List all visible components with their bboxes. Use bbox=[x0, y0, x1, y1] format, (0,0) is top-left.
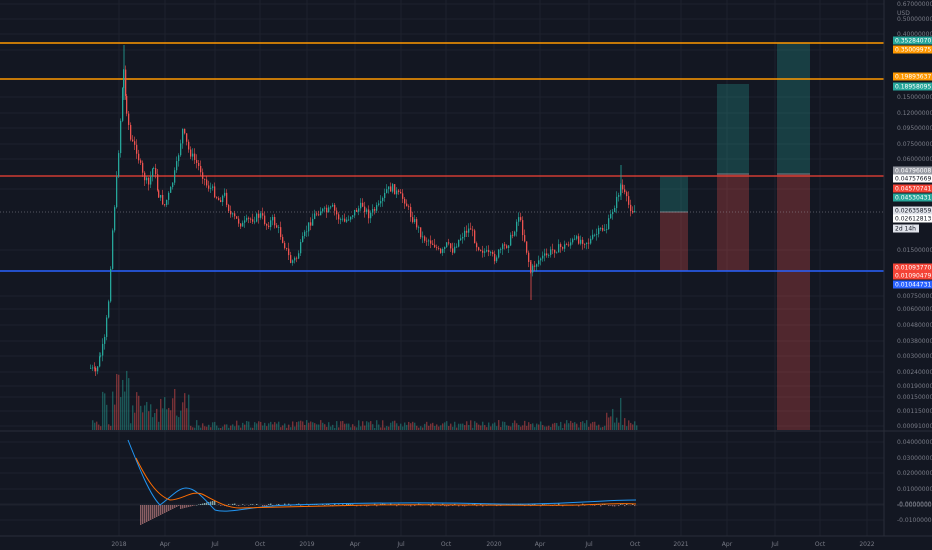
price-tick-label: 0.40000000 bbox=[897, 31, 932, 38]
time-tick-label: 2019 bbox=[299, 541, 314, 548]
price-tick-label: 0.01500000 bbox=[897, 247, 932, 254]
macd-tick-label: 0.01000000 bbox=[897, 486, 932, 493]
price-tick-label: 0.00750000 bbox=[897, 293, 932, 300]
position-boxes[interactable] bbox=[660, 43, 810, 430]
candlestick-series[interactable] bbox=[90, 45, 636, 376]
price-tick-label: 0.00480000 bbox=[897, 322, 932, 329]
price-label: 0.04530431 bbox=[895, 195, 931, 202]
price-tick-label: 0.06000000 bbox=[897, 156, 932, 163]
time-tick-label: Apr bbox=[722, 541, 733, 548]
price-tick-label: 0.07500000 bbox=[897, 141, 932, 148]
price-label: 0.35284070 bbox=[895, 38, 931, 45]
price-label: 0.04570741 bbox=[895, 186, 931, 193]
price-tick-label: 0.00600000 bbox=[897, 306, 932, 313]
time-tick-label: Apr bbox=[350, 541, 361, 548]
time-tick-label: Jul bbox=[210, 541, 219, 548]
price-labels: 0.35284070 0.35009975 0.19893637 0.18958095… bbox=[893, 36, 932, 289]
time-tick-label: Jul bbox=[584, 541, 593, 548]
macd-tick-label: 0.03000000 bbox=[897, 455, 932, 462]
price-label-bg bbox=[893, 193, 932, 202]
macd-indicator[interactable] bbox=[127, 439, 638, 525]
position-stop-zone[interactable] bbox=[717, 174, 749, 271]
price-label: 0.01093770 bbox=[895, 265, 931, 272]
price-label-bg bbox=[893, 271, 932, 280]
price-tick-label: 0.09500000 bbox=[897, 125, 932, 132]
time-tick-label: Oct bbox=[630, 541, 641, 548]
time-tick-label: Oct bbox=[815, 541, 826, 548]
price-label: 0.02635859 bbox=[895, 208, 931, 215]
price-label-bg bbox=[893, 214, 932, 223]
price-tick-label: 0.50000000 bbox=[897, 16, 932, 23]
time-axis[interactable]: 2018 Apr Jul Oct 2019 Apr Jul Oct 2020 Apr Jul Oct 2… bbox=[111, 541, 874, 548]
price-tick-label: 0.00150000 bbox=[897, 394, 932, 401]
macd-tick-label: 0.02000000 bbox=[897, 470, 932, 477]
macd-tick-label: -0.00000000 bbox=[897, 502, 932, 509]
time-tick-label: Jul bbox=[770, 541, 779, 548]
position-stop-zone[interactable] bbox=[660, 212, 688, 271]
volume-bars bbox=[92, 370, 638, 430]
price-tick-label: 0.00190000 bbox=[897, 383, 932, 390]
price-label: 0.02612813 bbox=[895, 216, 931, 223]
price-label: 0.04757669 bbox=[895, 176, 931, 183]
horizontal-levels[interactable] bbox=[0, 42, 884, 272]
price-tick-label: 0.00300000 bbox=[897, 353, 932, 360]
macd-axis[interactable]: 0.04000000 0.03000000 0.02000000 0.01000000… bbox=[897, 439, 932, 524]
price-label-bg bbox=[893, 206, 932, 215]
price-label-bg bbox=[893, 82, 932, 91]
price-label-bg bbox=[893, 174, 932, 183]
currency-label: USD bbox=[897, 10, 910, 17]
price-label-bg bbox=[893, 263, 932, 272]
time-tick-label: 2020 bbox=[486, 541, 501, 548]
price-tick-label: 0.00091000 bbox=[897, 423, 932, 430]
price-label: 0.18958095 bbox=[895, 84, 931, 91]
price-tick-label: 0.15000000 bbox=[897, 94, 932, 101]
price-label: 0.19893637 bbox=[895, 74, 931, 81]
time-tick-label: 2018 bbox=[111, 541, 126, 548]
price-label-bg bbox=[893, 166, 932, 175]
price-tick-label: 0.00115000 bbox=[897, 408, 932, 415]
time-tick-label: Jul bbox=[396, 541, 405, 548]
time-tick-label: Apr bbox=[535, 541, 546, 548]
price-tick-label: 0.00380000 bbox=[897, 338, 932, 345]
price-label-bg bbox=[893, 45, 932, 54]
price-label-bg bbox=[893, 184, 932, 193]
time-tick-label: Apr bbox=[160, 541, 171, 548]
price-label: 0.01090479 bbox=[895, 273, 931, 280]
position-stop-zone[interactable] bbox=[777, 174, 810, 430]
price-label: 0.35009975 bbox=[895, 47, 931, 54]
price-label-bg bbox=[893, 36, 932, 45]
position-target-zone[interactable] bbox=[660, 176, 688, 212]
price-tick-label: 0.12000000 bbox=[897, 110, 932, 117]
macd-tick-label: 0.04000000 bbox=[897, 439, 932, 446]
position-target-zone[interactable] bbox=[777, 43, 810, 174]
price-tick-label: 0.67000000 bbox=[897, 1, 932, 8]
time-tick-label: 2021 bbox=[673, 541, 688, 548]
time-tick-label: Oct bbox=[441, 541, 452, 548]
price-label-bg bbox=[893, 224, 919, 233]
macd-tick-label: -0.00000000 bbox=[897, 501, 932, 508]
time-tick-label: Oct bbox=[255, 541, 266, 548]
chart-grid bbox=[0, 0, 884, 536]
time-tick-label: 2022 bbox=[859, 541, 874, 548]
macd-tick-label: -0.01000000 bbox=[897, 517, 932, 524]
position-target-zone[interactable] bbox=[717, 84, 749, 174]
price-label: 0.04796008 bbox=[895, 168, 931, 175]
price-label-bg bbox=[893, 280, 932, 289]
price-label: 0.01044731 bbox=[895, 282, 931, 289]
price-tick-label: 0.00240000 bbox=[897, 369, 932, 376]
price-label-bg bbox=[893, 72, 932, 81]
price-label: 2d 14h bbox=[895, 226, 916, 233]
